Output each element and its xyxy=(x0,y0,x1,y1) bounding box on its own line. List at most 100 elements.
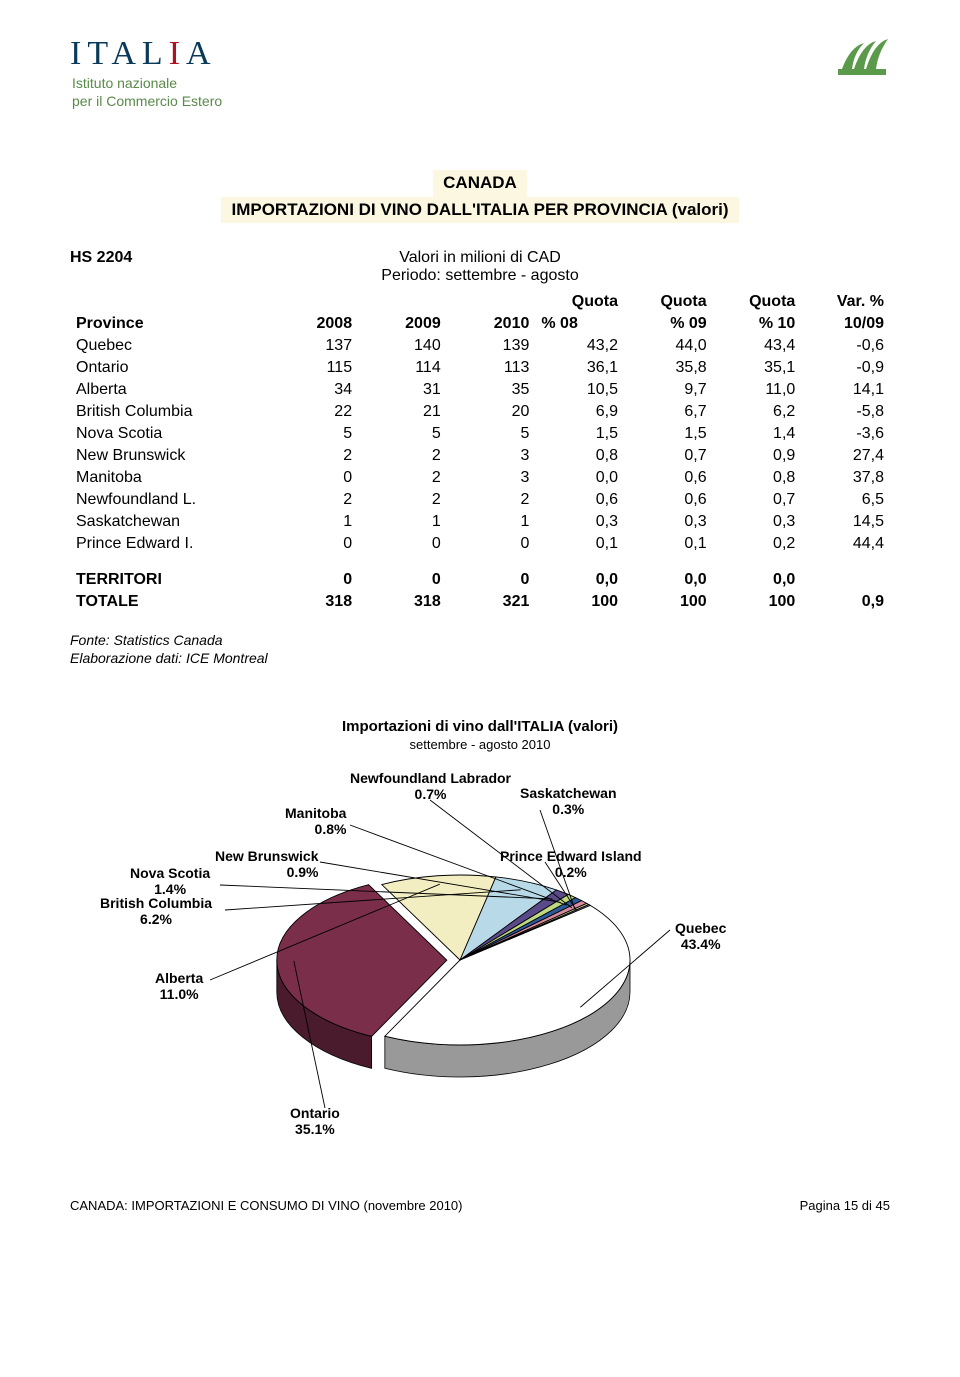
table-cell: 321 xyxy=(447,591,536,613)
table-cell: 20 xyxy=(447,401,536,423)
table-cell: 0,3 xyxy=(535,511,624,533)
table-cell: 11,0 xyxy=(713,379,802,401)
lbl-bc: British Columbia 6.2% xyxy=(100,895,212,927)
table-cell: 21 xyxy=(358,401,447,423)
table-cell: 1,5 xyxy=(535,423,624,445)
table-cell: TERRITORI xyxy=(70,569,269,591)
table-cell: 318 xyxy=(358,591,447,613)
table-row: Alberta34313510,59,711,014,1 xyxy=(70,379,890,401)
lbl-newfoundland: Newfoundland Labrador 0.7% xyxy=(350,770,511,802)
table-cell: 0,7 xyxy=(713,489,802,511)
table-cell: 0,8 xyxy=(535,445,624,467)
row-totale: TOTALE3183183211001001000,9 xyxy=(70,591,890,613)
table-cell: 3 xyxy=(447,467,536,489)
table-cell: 1 xyxy=(358,511,447,533)
col-quota-09-bot: % 09 xyxy=(624,313,713,335)
logo-italia: ITALIA Istituto nazionale per il Commerc… xyxy=(70,35,222,110)
table-cell: 5 xyxy=(269,423,358,445)
data-table: Province 2008 2009 2010 Quota Quota Quot… xyxy=(70,291,890,613)
lbl-alberta: Alberta 11.0% xyxy=(155,970,203,1002)
table-cell: 6,5 xyxy=(801,489,890,511)
table-cell: 10,5 xyxy=(535,379,624,401)
table-cell: 5 xyxy=(447,423,536,445)
lbl-pei: Prince Edward Island 0.2% xyxy=(500,848,642,880)
header: ITALIA Istituto nazionale per il Commerc… xyxy=(70,35,890,110)
table-cell: 36,1 xyxy=(535,357,624,379)
table-cell: 0,9 xyxy=(801,591,890,613)
table-cell: 0 xyxy=(269,569,358,591)
table-cell: 2 xyxy=(358,489,447,511)
table-row: Ontario11511411336,135,835,1-0,9 xyxy=(70,357,890,379)
lbl-manitoba: Manitoba 0.8% xyxy=(285,805,346,837)
table-cell: New Brunswick xyxy=(70,445,269,467)
col-quota-10-top: Quota xyxy=(713,291,802,313)
table-cell: 6,7 xyxy=(624,401,713,423)
col-quota-09-top: Quota xyxy=(624,291,713,313)
table-cell: 139 xyxy=(447,335,536,357)
table-cell: TOTALE xyxy=(70,591,269,613)
col-quota-10-bot: % 10 xyxy=(713,313,802,335)
table-row: Nova Scotia5551,51,51,4-3,6 xyxy=(70,423,890,445)
table-cell: 1 xyxy=(447,511,536,533)
table-row: New Brunswick2230,80,70,927,4 xyxy=(70,445,890,467)
table-cell: 0,0 xyxy=(624,569,713,591)
org-line2: per il Commercio Estero xyxy=(72,93,222,111)
pie-svg xyxy=(100,770,860,1150)
table-cell: 37,8 xyxy=(801,467,890,489)
table-cell: 137 xyxy=(269,335,358,357)
table-cell: 3 xyxy=(447,445,536,467)
lbl-saskatchewan: Saskatchewan 0.3% xyxy=(520,785,617,817)
page-footer: CANADA: IMPORTAZIONI E CONSUMO DI VINO (… xyxy=(70,1198,890,1213)
table-cell: 6,9 xyxy=(535,401,624,423)
col-var-top: Var. % xyxy=(801,291,890,313)
col-quota-08-bot: % 08 xyxy=(535,313,624,335)
pie-chart: Newfoundland Labrador 0.7% Manitoba 0.8%… xyxy=(100,770,860,1150)
table-cell: 0,2 xyxy=(713,533,802,555)
table-cell: 0,7 xyxy=(624,445,713,467)
table-cell: 0,6 xyxy=(535,489,624,511)
table-cell: 14,1 xyxy=(801,379,890,401)
table-cell: 318 xyxy=(269,591,358,613)
table-cell: 0,3 xyxy=(713,511,802,533)
table-cell: 0 xyxy=(447,533,536,555)
table-cell: Nova Scotia xyxy=(70,423,269,445)
col-2009: 2009 xyxy=(358,291,447,335)
table-cell: Newfoundland L. xyxy=(70,489,269,511)
table-cell: 9,7 xyxy=(624,379,713,401)
table-cell: 27,4 xyxy=(801,445,890,467)
table-cell: 31 xyxy=(358,379,447,401)
col-var-bot: 10/09 xyxy=(801,313,890,335)
table-cell: 0,0 xyxy=(535,569,624,591)
table-cell: 113 xyxy=(447,357,536,379)
table-cell: 140 xyxy=(358,335,447,357)
table-cell: 0,1 xyxy=(535,533,624,555)
table-cell: 0 xyxy=(269,533,358,555)
table-cell: 0,9 xyxy=(713,445,802,467)
lbl-novascotia: Nova Scotia 1.4% xyxy=(130,865,210,897)
table-cell: Quebec xyxy=(70,335,269,357)
table-cell: 0 xyxy=(269,467,358,489)
table-cell xyxy=(801,569,890,591)
table-row: Prince Edward I.0000,10,10,244,4 xyxy=(70,533,890,555)
table-cell: 0,6 xyxy=(624,467,713,489)
table-meta: HS 2204 Valori in milioni di CAD Periodo… xyxy=(70,249,890,285)
table-cell: 5 xyxy=(358,423,447,445)
table-cell: 2 xyxy=(358,445,447,467)
table-cell: 100 xyxy=(624,591,713,613)
ice-logo-icon xyxy=(834,35,890,79)
table-cell: 0 xyxy=(447,569,536,591)
table-cell: Prince Edward I. xyxy=(70,533,269,555)
table-cell: -3,6 xyxy=(801,423,890,445)
table-row: Newfoundland L.2220,60,60,76,5 xyxy=(70,489,890,511)
table-cell: 35 xyxy=(447,379,536,401)
table-cell: 35,8 xyxy=(624,357,713,379)
table-cell: 0 xyxy=(358,533,447,555)
table-cell: 1,5 xyxy=(624,423,713,445)
document-title: CANADA IMPORTAZIONI DI VINO DALL'ITALIA … xyxy=(70,170,890,223)
table-cell: 0,8 xyxy=(713,467,802,489)
table-cell: 44,0 xyxy=(624,335,713,357)
lbl-newbrunswick: New Brunswick 0.9% xyxy=(215,848,318,880)
lbl-quebec: Quebec 43.4% xyxy=(675,920,726,952)
table-cell: 114 xyxy=(358,357,447,379)
meta-desc-line1: Valori in milioni di CAD xyxy=(220,249,740,267)
